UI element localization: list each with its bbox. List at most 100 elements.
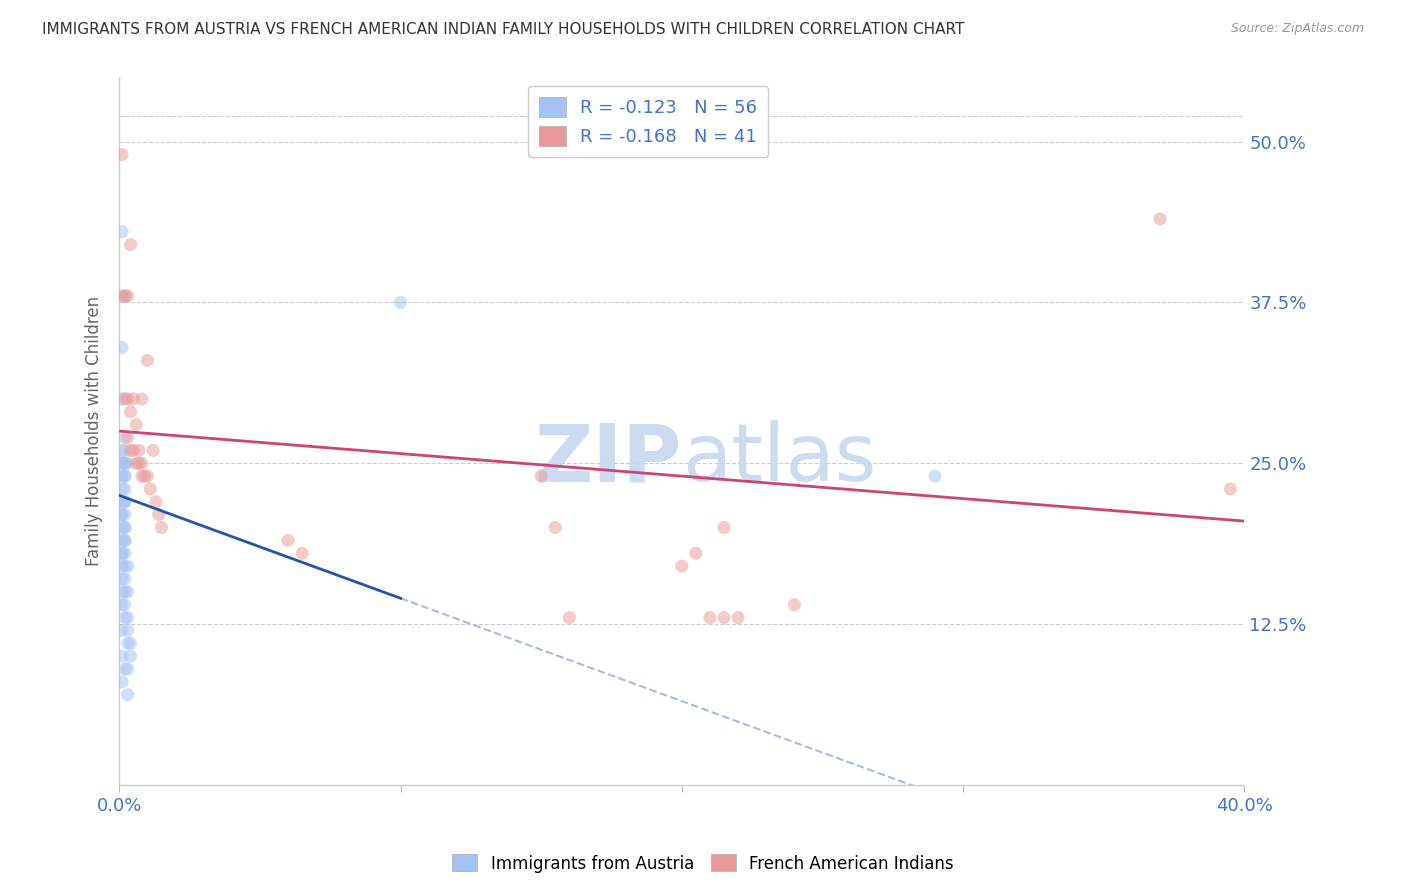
Legend: R = -0.123   N = 56, R = -0.168   N = 41: R = -0.123 N = 56, R = -0.168 N = 41 — [529, 87, 768, 157]
Point — [111, 508, 134, 522]
Point — [114, 520, 136, 534]
Point — [142, 443, 165, 458]
Point — [558, 610, 581, 624]
Point — [277, 533, 299, 548]
Point — [699, 610, 721, 624]
Point — [128, 456, 150, 470]
Point — [111, 585, 134, 599]
Point — [111, 546, 134, 560]
Point — [111, 289, 134, 303]
Point — [114, 495, 136, 509]
Point — [111, 341, 134, 355]
Point — [117, 636, 139, 650]
Point — [111, 147, 134, 161]
Point — [150, 520, 173, 534]
Point — [114, 508, 136, 522]
Text: Source: ZipAtlas.com: Source: ZipAtlas.com — [1230, 22, 1364, 36]
Point — [685, 546, 707, 560]
Text: IMMIGRANTS FROM AUSTRIA VS FRENCH AMERICAN INDIAN FAMILY HOUSEHOLDS WITH CHILDRE: IMMIGRANTS FROM AUSTRIA VS FRENCH AMERIC… — [42, 22, 965, 37]
Point — [111, 469, 134, 483]
Point — [114, 431, 136, 445]
Point — [117, 610, 139, 624]
Point — [114, 456, 136, 470]
Point — [128, 443, 150, 458]
Point — [117, 392, 139, 406]
Point — [125, 456, 148, 470]
Point — [120, 649, 142, 664]
Point — [389, 295, 412, 310]
Point — [114, 572, 136, 586]
Point — [148, 508, 170, 522]
Point — [111, 546, 134, 560]
Point — [120, 237, 142, 252]
Point — [114, 289, 136, 303]
Point — [111, 482, 134, 496]
Point — [114, 546, 136, 560]
Point — [114, 482, 136, 496]
Point — [117, 431, 139, 445]
Point — [111, 649, 134, 664]
Point — [131, 469, 153, 483]
Point — [114, 443, 136, 458]
Point — [713, 520, 735, 534]
Point — [111, 508, 134, 522]
Point — [111, 572, 134, 586]
Point — [1149, 211, 1171, 226]
Point — [111, 225, 134, 239]
Point — [120, 405, 142, 419]
Point — [122, 392, 145, 406]
Point — [544, 520, 567, 534]
Point — [111, 520, 134, 534]
Point — [131, 392, 153, 406]
Point — [111, 392, 134, 406]
Point — [114, 533, 136, 548]
Point — [114, 533, 136, 548]
Point — [134, 469, 156, 483]
Point — [145, 495, 167, 509]
Point — [111, 495, 134, 509]
Point — [111, 443, 134, 458]
Point — [117, 559, 139, 574]
Point — [114, 585, 136, 599]
Point — [117, 662, 139, 676]
Point — [131, 456, 153, 470]
Point — [727, 610, 749, 624]
Point — [114, 598, 136, 612]
Point — [117, 456, 139, 470]
Point — [139, 482, 162, 496]
Point — [120, 636, 142, 650]
Point — [114, 662, 136, 676]
Point — [111, 559, 134, 574]
Point — [924, 469, 946, 483]
Point — [713, 610, 735, 624]
Point — [114, 469, 136, 483]
Point — [111, 598, 134, 612]
Point — [1219, 482, 1241, 496]
Point — [114, 289, 136, 303]
Point — [671, 559, 693, 574]
Legend: Immigrants from Austria, French American Indians: Immigrants from Austria, French American… — [446, 847, 960, 880]
Point — [111, 533, 134, 548]
Point — [530, 469, 553, 483]
Point — [136, 353, 159, 368]
Point — [117, 289, 139, 303]
Y-axis label: Family Households with Children: Family Households with Children — [86, 296, 103, 566]
Point — [114, 456, 136, 470]
Point — [111, 456, 134, 470]
Point — [117, 688, 139, 702]
Point — [291, 546, 314, 560]
Point — [111, 624, 134, 638]
Point — [111, 456, 134, 470]
Point — [122, 443, 145, 458]
Point — [783, 598, 806, 612]
Point — [114, 495, 136, 509]
Point — [114, 392, 136, 406]
Point — [117, 624, 139, 638]
Point — [125, 417, 148, 432]
Point — [114, 520, 136, 534]
Text: atlas: atlas — [682, 420, 876, 499]
Point — [114, 559, 136, 574]
Point — [114, 610, 136, 624]
Point — [136, 469, 159, 483]
Point — [114, 469, 136, 483]
